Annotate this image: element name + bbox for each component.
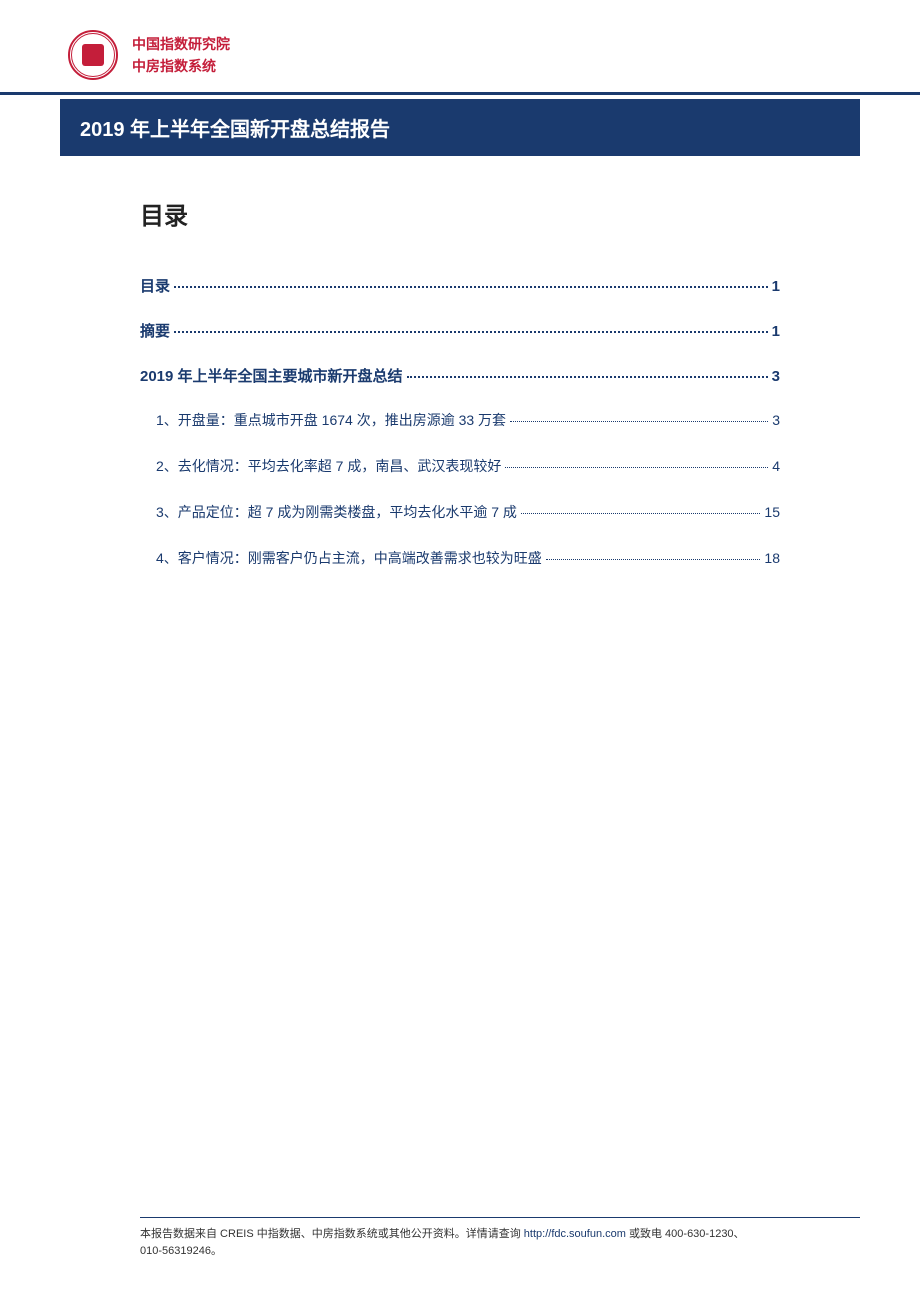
toc-entry[interactable]: 目录 1	[140, 275, 780, 296]
toc-entry-page: 3	[772, 412, 780, 428]
logo-seal-inner	[82, 44, 104, 66]
toc-entry-label: 2、去化情况：平均去化率超 7 成，南昌、武汉表现较好	[156, 456, 501, 476]
org-name-line1: 中国指数研究院	[132, 34, 230, 54]
toc-entry[interactable]: 摘要 1	[140, 320, 780, 341]
toc-list: 目录1摘要12019 年上半年全国主要城市新开盘总结31、开盘量：重点城市开盘 …	[140, 275, 780, 568]
toc-heading: 目录	[140, 196, 780, 231]
toc-leader-dots	[174, 286, 768, 288]
toc-leader-dots	[407, 376, 768, 378]
toc-leader-dots	[521, 513, 761, 514]
toc-entry[interactable]: 4、客户情况：刚需客户仍占主流，中高端改善需求也较为旺盛 18	[140, 548, 780, 568]
page-header: 中国指数研究院 中房指数系统	[0, 0, 920, 95]
content-area: 目录 目录1摘要12019 年上半年全国主要城市新开盘总结31、开盘量：重点城市…	[0, 156, 920, 568]
toc-entry[interactable]: 2019 年上半年全国主要城市新开盘总结 3	[140, 365, 780, 386]
toc-entry-page: 3	[772, 368, 780, 385]
footer-prefix: 本报告数据来自 CREIS 中指数据、中房指数系统或其他公开资料。详情请查询	[140, 1228, 524, 1240]
report-title-text: 2019 年上半年全国新开盘总结报告	[80, 119, 390, 141]
toc-entry-label: 3、产品定位：超 7 成为刚需类楼盘，平均去化水平逾 7 成	[156, 502, 517, 522]
toc-leader-dots	[505, 467, 768, 468]
toc-entry-label: 摘要	[140, 320, 170, 341]
toc-entry-page: 15	[764, 504, 780, 520]
toc-leader-dots	[174, 331, 768, 333]
toc-entry[interactable]: 2、去化情况：平均去化率超 7 成，南昌、武汉表现较好 4	[140, 456, 780, 476]
footer-mid: 或致电	[626, 1228, 665, 1240]
report-title-bar: 2019 年上半年全国新开盘总结报告	[60, 99, 860, 156]
toc-entry-label: 目录	[140, 275, 170, 296]
toc-leader-dots	[510, 421, 768, 422]
toc-entry-page: 1	[772, 278, 780, 295]
toc-entry-page: 4	[772, 458, 780, 474]
footer-url-link[interactable]: http://fdc.soufun.com	[524, 1228, 626, 1240]
toc-entry-label: 4、客户情况：刚需客户仍占主流，中高端改善需求也较为旺盛	[156, 548, 542, 568]
toc-entry-page: 1	[772, 323, 780, 340]
org-name-line2: 中房指数系统	[132, 56, 230, 76]
toc-entry-label: 2019 年上半年全国主要城市新开盘总结	[140, 365, 403, 386]
toc-entry[interactable]: 3、产品定位：超 7 成为刚需类楼盘，平均去化水平逾 7 成 15	[140, 502, 780, 522]
toc-entry[interactable]: 1、开盘量：重点城市开盘 1674 次，推出房源逾 33 万套 3	[140, 410, 780, 430]
page-footer: 本报告数据来自 CREIS 中指数据、中房指数系统或其他公开资料。详情请查询 h…	[140, 1217, 860, 1261]
toc-leader-dots	[546, 559, 761, 560]
toc-entry-page: 18	[764, 550, 780, 566]
footer-phone2: 010-56319246。	[140, 1245, 222, 1257]
header-org-text: 中国指数研究院 中房指数系统	[132, 34, 230, 76]
toc-entry-label: 1、开盘量：重点城市开盘 1674 次，推出房源逾 33 万套	[156, 410, 506, 430]
footer-phone1: 400-630-1230、	[665, 1228, 745, 1240]
logo-seal	[68, 30, 118, 80]
